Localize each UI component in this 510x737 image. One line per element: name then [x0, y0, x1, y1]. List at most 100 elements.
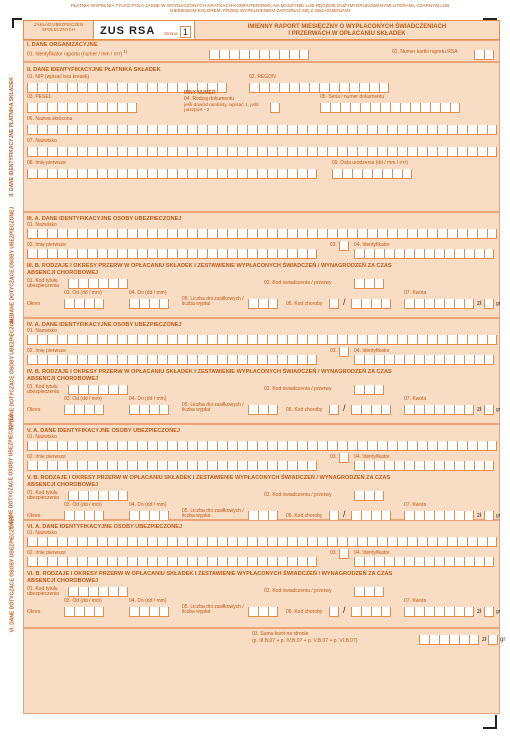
insured-id-field[interactable]	[354, 461, 494, 471]
amount-gr-field[interactable]	[484, 299, 494, 309]
title-code-field[interactable]	[68, 279, 128, 289]
sum-gr-field[interactable]	[488, 635, 498, 645]
short-name-field[interactable]	[27, 125, 497, 135]
days-field[interactable]	[248, 299, 278, 309]
field-label: 03. Od (dd / mm)	[64, 598, 102, 604]
doc-number-field[interactable]	[320, 103, 460, 113]
corner-mark	[483, 715, 497, 729]
insured-surname-field[interactable]	[27, 229, 497, 239]
to-date-field[interactable]	[129, 405, 169, 415]
insured-id-field[interactable]	[354, 249, 494, 259]
to-date-field[interactable]	[129, 607, 169, 617]
field-label: 07. Kwota	[404, 396, 427, 402]
amount-gr-field[interactable]	[484, 405, 494, 415]
title-code-field[interactable]	[68, 491, 128, 501]
field-label: 01. Identyfikator raportu (numer / mm / …	[27, 49, 128, 58]
sum-zl-field[interactable]	[419, 635, 479, 645]
benefit-code-field[interactable]	[354, 491, 384, 501]
title-line-2: I PRZERWACH W OPŁACANIU SKŁADEK	[288, 31, 406, 38]
insured-firstname-field[interactable]	[27, 249, 317, 259]
insured-surname-field[interactable]	[27, 537, 497, 547]
insured-section: IV. A. DANE IDENTYFIKACYJNE OSOBY UBEZPI…	[23, 318, 500, 424]
amount-zl-field[interactable]	[404, 299, 474, 309]
field-label: 08. Imię pierwsze	[27, 160, 66, 166]
surname-field[interactable]	[27, 147, 497, 157]
title-code-field[interactable]	[68, 587, 128, 597]
regon-field[interactable]	[249, 83, 389, 93]
page-index-value[interactable]: 1	[179, 26, 191, 38]
field-label: 02. Kod świadczenia / przerwy	[264, 280, 332, 286]
amount-zl-field[interactable]	[404, 405, 474, 415]
insured-id-field[interactable]	[354, 557, 494, 567]
field-label: 07. Kwota	[404, 290, 427, 296]
insured-section: VI. A. DANE IDENTYFIKACYJNE OSOBY UBEZPI…	[23, 520, 500, 628]
instructions: PŁATNIK WYPEŁNIA TYLKO POLA JASNE W WYZN…	[70, 3, 450, 14]
field-label: 01. Nazwisko	[27, 530, 57, 536]
insured-surname-field[interactable]	[27, 441, 497, 451]
title-code-field[interactable]	[68, 385, 128, 395]
doc-type-field[interactable]	[270, 103, 280, 113]
field-label: 01. Kod tytułu ubezpieczenia	[27, 490, 59, 501]
page-index-label: Strona	[164, 31, 178, 36]
section-title: I. DANE ORGANIZACYJNE	[27, 42, 98, 48]
section-a-title: III. A. DANE IDENTYFIKACYJNE OSOBY UBEZP…	[27, 216, 182, 222]
insured-id-field[interactable]	[354, 355, 494, 365]
nip-field[interactable]	[27, 83, 227, 93]
disease-code-field[interactable]	[329, 299, 339, 309]
to-date-field[interactable]	[129, 299, 169, 309]
field-label: 07. Kwota	[404, 502, 427, 508]
report-id-field[interactable]	[209, 50, 309, 60]
benefit-code-field[interactable]	[354, 385, 384, 395]
from-date-field[interactable]	[64, 299, 104, 309]
field-label: 05. Liczba dni zasiłkowych / liczba wypł…	[182, 402, 244, 413]
first-name-field[interactable]	[27, 169, 317, 179]
insured-type-field[interactable]	[339, 241, 349, 251]
insured-firstname-field[interactable]	[27, 461, 317, 471]
field-label: 04. Do (dd / mm)	[129, 502, 167, 508]
field-label: 01. Kod tytułu ubezpieczenia	[27, 586, 59, 597]
days-field[interactable]	[248, 607, 278, 617]
field-label: 03. Od (dd / mm)	[64, 396, 102, 402]
disease-code-field[interactable]	[329, 405, 339, 415]
field-label: 03. Typ	[330, 454, 346, 460]
disease-code-field-2[interactable]	[351, 299, 391, 309]
zl-label: zł	[477, 407, 482, 413]
insured-type-field[interactable]	[339, 453, 349, 463]
insured-type-field[interactable]	[339, 347, 349, 357]
insured-firstname-field[interactable]	[27, 355, 317, 365]
field-label: 07. Nazwisko	[27, 138, 57, 144]
gr-label: gr	[496, 407, 501, 413]
page-number-field[interactable]	[474, 50, 494, 60]
pesel-field[interactable]	[27, 103, 137, 113]
from-date-field[interactable]	[64, 405, 104, 415]
gr-label: gr	[496, 301, 501, 307]
field-label: 09. Data urodzenia (dd / mm / rrrr)	[332, 160, 408, 166]
benefit-code-field[interactable]	[354, 587, 384, 597]
field-label: 01. Nazwisko	[27, 222, 57, 228]
amount-zl-field[interactable]	[404, 607, 474, 617]
form-header: ZAKŁAD UBEZPIECZEŃ SPOŁECZNYCH ZUS RSA S…	[23, 20, 500, 40]
amount-gr-field[interactable]	[484, 607, 494, 617]
days-field[interactable]	[248, 405, 278, 415]
benefit-code-field[interactable]	[354, 279, 384, 289]
insured-type-field[interactable]	[339, 549, 349, 559]
insured-firstname-field[interactable]	[27, 557, 317, 567]
field-label: 01. NIP (wpisać bez kresek)	[27, 74, 90, 80]
birth-date-field[interactable]	[332, 169, 412, 179]
from-date-field[interactable]	[64, 607, 104, 617]
disease-code-field-2[interactable]	[351, 607, 391, 617]
page-index: Strona 1	[164, 21, 194, 39]
disease-code-field[interactable]	[329, 607, 339, 617]
field-label: 03. Typ	[330, 242, 346, 248]
insured-surname-field[interactable]	[27, 335, 497, 345]
gr-label: gr	[496, 513, 501, 519]
field-label: 03. PESEL	[27, 94, 52, 100]
summary-section: 03. Suma kwot na stronie (p. III.B.07 + …	[23, 628, 505, 714]
side-label: V. DANE DOTYCZĄCE OSOBY UBEZPIECZONEJ	[9, 414, 16, 530]
disease-code-field-2[interactable]	[351, 405, 391, 415]
field-label: 05. Seria i numer dokumentu	[320, 94, 385, 100]
field-label: 07. Kwota	[404, 598, 427, 604]
field-label: 02. Imię pierwsze	[27, 454, 66, 460]
field-label: 04. Identyfikator	[354, 242, 390, 248]
zl-label: zł	[482, 637, 487, 643]
